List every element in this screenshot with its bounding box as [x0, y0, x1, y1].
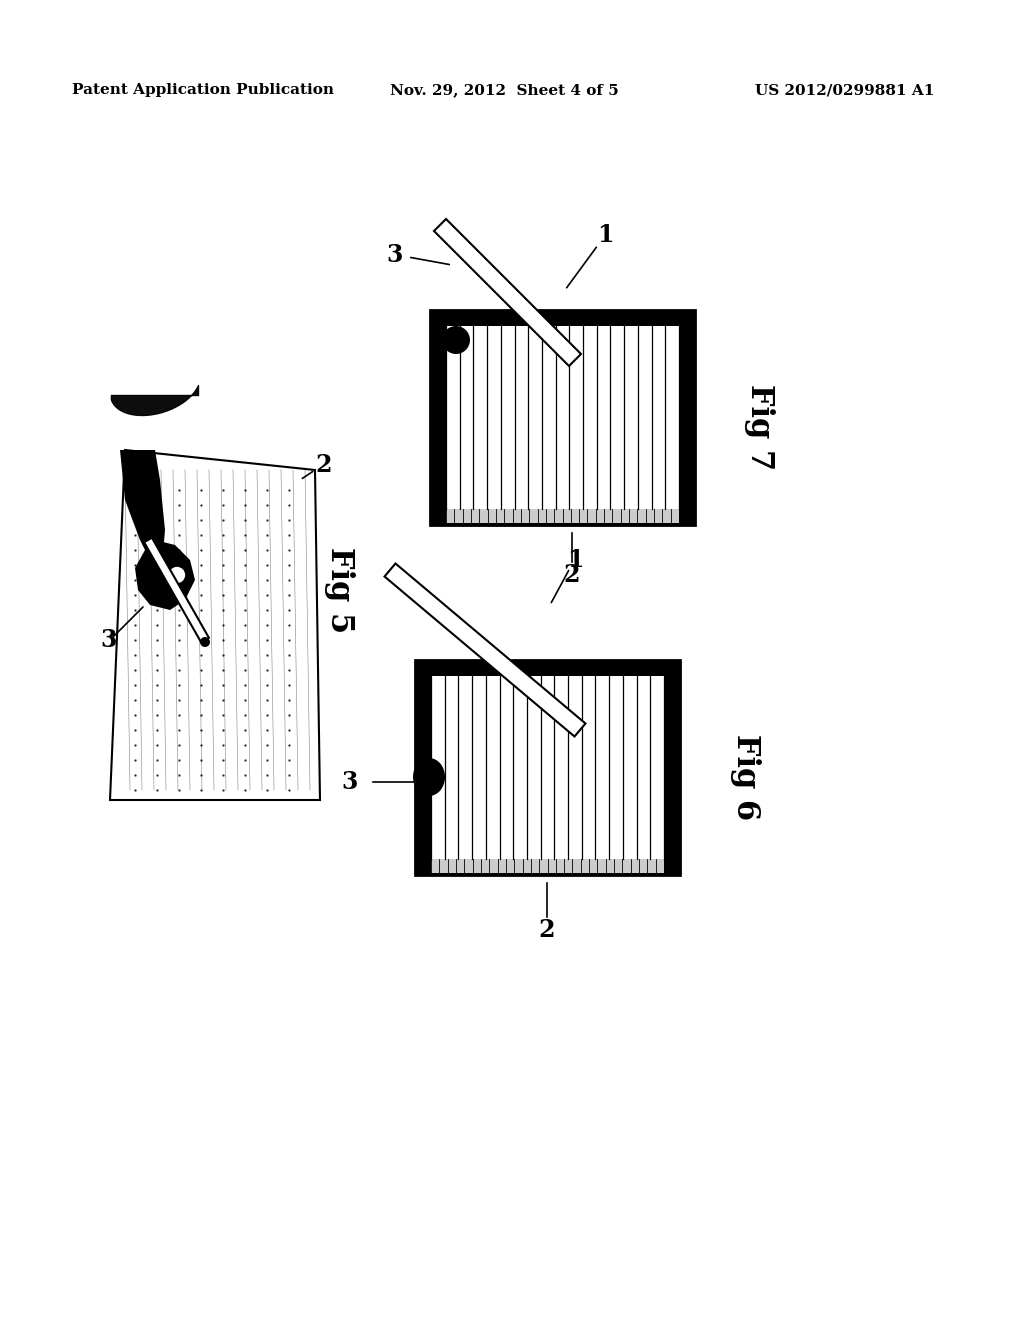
- Polygon shape: [144, 537, 209, 643]
- Text: 3: 3: [387, 243, 403, 267]
- Text: 1: 1: [566, 548, 584, 572]
- Text: Patent Application Publication: Patent Application Publication: [72, 83, 334, 96]
- Bar: [446, 510, 679, 523]
- Text: US 2012/0299881 A1: US 2012/0299881 A1: [755, 83, 934, 96]
- Ellipse shape: [413, 758, 445, 796]
- Bar: [415, 660, 680, 875]
- Circle shape: [168, 566, 186, 583]
- Polygon shape: [385, 564, 586, 737]
- Text: Nov. 29, 2012  Sheet 4 of 5: Nov. 29, 2012 Sheet 4 of 5: [390, 83, 618, 96]
- Bar: [446, 326, 679, 510]
- Bar: [430, 310, 695, 525]
- Text: 3: 3: [342, 770, 358, 795]
- Text: 3: 3: [100, 628, 117, 652]
- Polygon shape: [110, 450, 319, 800]
- Bar: [431, 676, 664, 859]
- Ellipse shape: [442, 326, 470, 354]
- Text: Fig 7: Fig 7: [744, 384, 775, 470]
- Text: Fig 6: Fig 6: [729, 734, 761, 820]
- Text: 2: 2: [564, 564, 581, 587]
- Text: Fig 5: Fig 5: [325, 546, 355, 634]
- Polygon shape: [120, 450, 165, 590]
- Polygon shape: [135, 540, 195, 610]
- Polygon shape: [434, 219, 581, 366]
- Text: 1: 1: [597, 223, 613, 247]
- Bar: [431, 859, 664, 873]
- Text: 2: 2: [315, 453, 332, 477]
- Text: 2: 2: [539, 917, 555, 942]
- Circle shape: [200, 638, 210, 647]
